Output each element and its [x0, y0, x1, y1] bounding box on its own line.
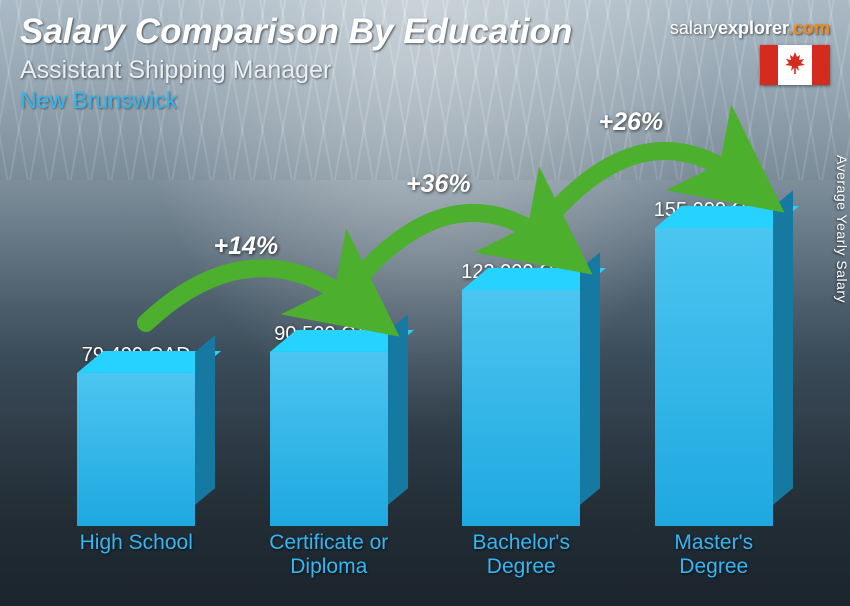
maple-leaf-icon [785, 52, 805, 79]
brand-domain: .com [788, 18, 830, 38]
brand-bold: explorer [718, 18, 788, 38]
bar-label: Bachelor'sDegree [431, 531, 611, 586]
bar [462, 290, 580, 526]
y-axis-label: Average Yearly Salary [834, 155, 850, 303]
chart-area: 79,400 CAD 90,500 CAD 123,000 CAD 155,00… [40, 116, 810, 586]
brand-text: salaryexplorer.com [670, 18, 830, 39]
bar-side-face [773, 190, 793, 505]
bar-label: Certificate orDiploma [239, 531, 419, 586]
bar [270, 352, 388, 526]
bar-label: Master'sDegree [624, 531, 804, 586]
brand-thin: salary [670, 18, 718, 38]
labels-container: High SchoolCertificate orDiplomaBachelor… [40, 531, 810, 586]
bar-front-face [77, 373, 195, 526]
bars-container: 79,400 CAD 90,500 CAD 123,000 CAD 155,00… [40, 126, 810, 526]
bar [655, 228, 773, 526]
bar-side-face [388, 314, 408, 505]
bar-group: 90,500 CAD [239, 323, 419, 526]
bar-front-face [462, 290, 580, 526]
bar-side-face [195, 335, 215, 505]
bar [77, 373, 195, 526]
bar-group: 123,000 CAD [431, 261, 611, 526]
flag-icon [760, 45, 830, 85]
branding: salaryexplorer.com [670, 18, 830, 85]
bar-label: High School [46, 531, 226, 586]
chart-location: New Brunswick [20, 87, 830, 114]
bar-group: 79,400 CAD [46, 344, 226, 526]
bar-group: 155,000 CAD [624, 199, 804, 526]
bar-front-face [270, 352, 388, 526]
bar-side-face [580, 252, 600, 505]
bar-front-face [655, 228, 773, 526]
